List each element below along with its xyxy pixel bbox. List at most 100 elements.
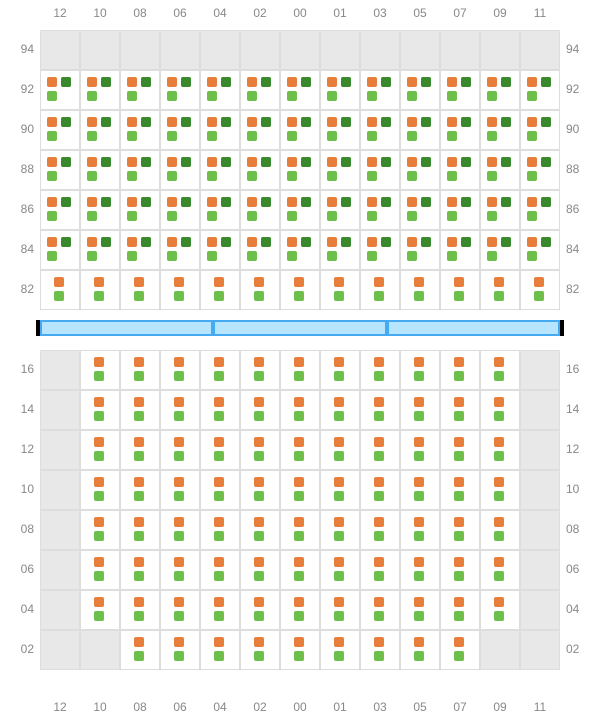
grid-cell	[80, 510, 120, 550]
data-marker	[134, 517, 144, 527]
data-marker	[214, 357, 224, 367]
data-marker	[207, 237, 217, 247]
data-marker	[454, 451, 464, 461]
col-label-bottom: 06	[160, 700, 200, 714]
data-marker	[94, 611, 104, 621]
data-marker	[254, 571, 264, 581]
row-label-right: 84	[566, 242, 596, 256]
data-marker	[374, 491, 384, 501]
grid-cell	[400, 390, 440, 430]
grid-cell	[120, 270, 160, 310]
data-marker	[414, 651, 424, 661]
data-marker	[174, 611, 184, 621]
data-marker	[174, 597, 184, 607]
grid-cell	[80, 270, 120, 310]
col-label-bottom: 10	[80, 700, 120, 714]
data-marker	[527, 131, 537, 141]
data-marker	[134, 491, 144, 501]
grid-cell	[400, 150, 440, 190]
grid-cell	[200, 190, 240, 230]
data-marker	[454, 291, 464, 301]
data-marker	[61, 77, 71, 87]
data-marker	[174, 411, 184, 421]
data-marker	[94, 277, 104, 287]
data-marker	[294, 651, 304, 661]
data-marker	[414, 357, 424, 367]
data-marker	[134, 277, 144, 287]
data-marker	[454, 517, 464, 527]
grid-cell	[280, 110, 320, 150]
data-marker	[327, 197, 337, 207]
data-marker	[454, 397, 464, 407]
data-marker	[414, 277, 424, 287]
row-label-right: 04	[566, 602, 596, 616]
data-marker	[334, 397, 344, 407]
grid-cell	[480, 390, 520, 430]
data-marker	[247, 157, 257, 167]
data-marker	[527, 91, 537, 101]
data-marker	[374, 357, 384, 367]
data-marker	[501, 77, 511, 87]
data-marker	[421, 237, 431, 247]
data-marker	[381, 117, 391, 127]
col-label-top: 01	[320, 6, 360, 20]
row-label-left: 12	[4, 442, 34, 456]
data-marker	[254, 411, 264, 421]
data-marker	[494, 531, 504, 541]
data-marker	[334, 371, 344, 381]
grid-cell	[120, 630, 160, 670]
data-marker	[214, 597, 224, 607]
data-marker	[87, 171, 97, 181]
data-marker	[414, 411, 424, 421]
data-marker	[334, 531, 344, 541]
data-marker	[87, 251, 97, 261]
grid-cell	[480, 510, 520, 550]
data-marker	[127, 237, 137, 247]
grid-cell	[520, 630, 560, 670]
data-marker	[87, 237, 97, 247]
data-marker	[501, 157, 511, 167]
data-marker	[374, 291, 384, 301]
grid-cell	[320, 70, 360, 110]
data-marker	[254, 517, 264, 527]
data-marker	[534, 277, 544, 287]
grid-cell	[200, 150, 240, 190]
grid-cell	[120, 590, 160, 630]
grid-cell	[40, 230, 80, 270]
grid-cell	[360, 630, 400, 670]
grid-cell	[240, 150, 280, 190]
data-marker	[87, 211, 97, 221]
data-marker	[527, 157, 537, 167]
data-marker	[487, 237, 497, 247]
data-marker	[174, 357, 184, 367]
grid-cell	[480, 190, 520, 230]
data-marker	[174, 491, 184, 501]
data-marker	[381, 77, 391, 87]
data-marker	[287, 117, 297, 127]
data-marker	[221, 117, 231, 127]
data-marker	[501, 237, 511, 247]
data-marker	[447, 251, 457, 261]
data-marker	[127, 197, 137, 207]
grid-cell	[40, 630, 80, 670]
data-marker	[94, 357, 104, 367]
data-marker	[254, 437, 264, 447]
data-marker	[134, 611, 144, 621]
grid-cell	[40, 190, 80, 230]
data-marker	[101, 117, 111, 127]
grid-cell	[160, 590, 200, 630]
data-marker	[494, 517, 504, 527]
data-marker	[134, 651, 144, 661]
data-marker	[454, 437, 464, 447]
grid-cell	[440, 270, 480, 310]
grid-cell	[400, 350, 440, 390]
data-marker	[407, 131, 417, 141]
data-marker	[294, 357, 304, 367]
data-marker	[134, 451, 144, 461]
grid-cell	[480, 230, 520, 270]
data-marker	[414, 491, 424, 501]
data-marker	[207, 77, 217, 87]
data-marker	[501, 197, 511, 207]
data-marker	[221, 77, 231, 87]
data-marker	[254, 357, 264, 367]
